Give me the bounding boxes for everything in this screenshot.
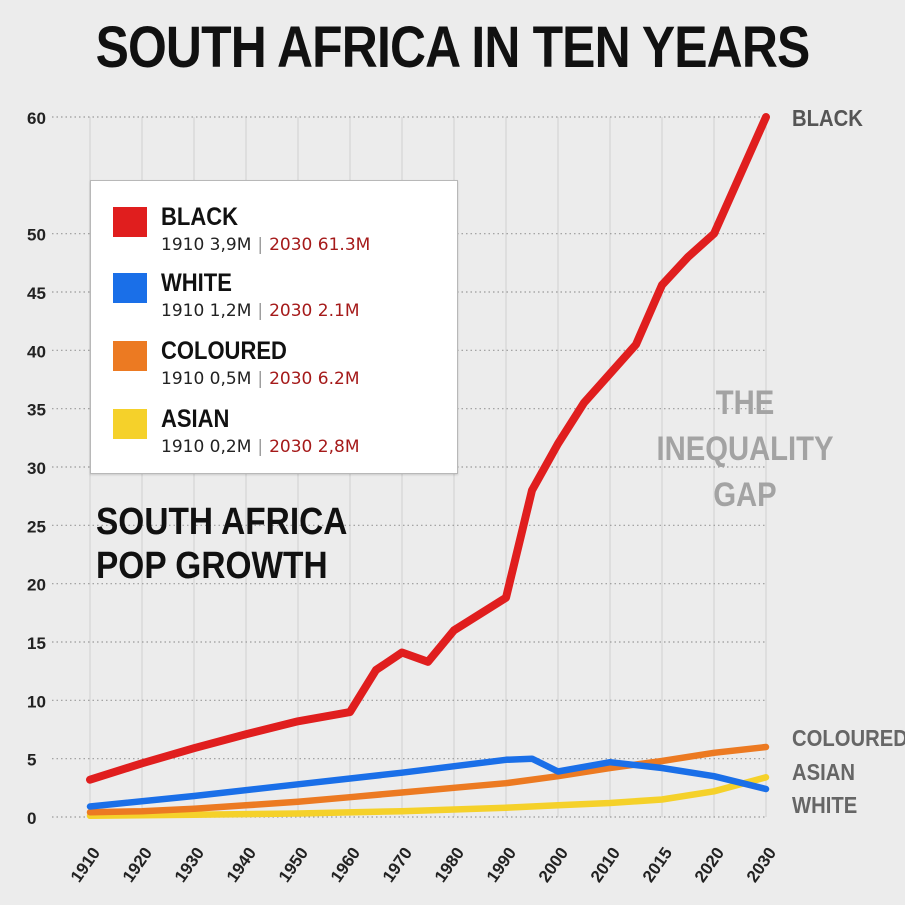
legend-swatch-black xyxy=(113,207,147,237)
annotation-line3: GAP xyxy=(713,476,777,514)
legend-swatch-white xyxy=(113,273,147,303)
x-tick-label: 2000 xyxy=(535,844,572,886)
x-tick-label: 1910 xyxy=(67,844,104,886)
annotation-line1: THE xyxy=(715,384,775,422)
y-tick-label: 40 xyxy=(27,342,46,361)
x-tick-label: 2010 xyxy=(587,844,624,886)
x-tick-label: 1940 xyxy=(223,844,260,886)
legend-2030-white: 2030 2.1M xyxy=(269,301,360,321)
y-tick-label: 10 xyxy=(27,692,46,711)
x-tick-label: 1930 xyxy=(171,844,208,886)
legend-1910-coloured: 1910 0,5M xyxy=(161,369,252,389)
legend-label-white: WHITE xyxy=(161,269,232,297)
legend-2030-asian: 2030 2,8M xyxy=(269,437,360,457)
end-label-asian: ASIAN xyxy=(792,759,855,785)
legend-values-black: 1910 3,9M | 2030 61.3M xyxy=(161,235,371,255)
y-tick-label: 60 xyxy=(27,109,46,128)
y-tick-label: 50 xyxy=(27,226,46,245)
x-tick-label: 1920 xyxy=(119,844,156,886)
end-label-coloured: COLOURED xyxy=(792,725,905,751)
annotation-line2: INEQUALITY xyxy=(656,430,834,468)
series-line-white xyxy=(86,755,770,810)
legend-values-coloured: 1910 0,5M | 2030 6.2M xyxy=(161,369,360,389)
end-label-black: BLACK xyxy=(792,105,863,131)
series-line-black xyxy=(86,113,770,784)
x-tick-label: 1950 xyxy=(275,844,312,886)
x-tick-label: 2030 xyxy=(743,844,780,886)
legend-label-asian: ASIAN xyxy=(161,405,230,433)
legend-label-black: BLACK xyxy=(161,203,238,231)
x-tick-label: 1990 xyxy=(483,844,520,886)
legend-label-coloured: COLOURED xyxy=(161,337,287,365)
y-tick-label: 20 xyxy=(27,576,46,595)
chart-subtitle-line2: POP GROWTH xyxy=(96,545,328,587)
end-label-white: WHITE xyxy=(792,792,858,818)
inequality-gap-annotation: THE INEQUALITY GAP xyxy=(655,380,836,518)
series-line-asian xyxy=(86,774,770,820)
legend-values-asian: 1910 0,2M | 2030 2,8M xyxy=(161,437,360,457)
y-tick-label: 5 xyxy=(27,751,36,770)
series-line-coloured xyxy=(86,743,770,816)
x-tick-label: 1970 xyxy=(379,844,416,886)
chart-legend: BLACK 1910 3,9M | 2030 61.3M WHITE 1910 1,… xyxy=(90,180,458,474)
legend-swatch-coloured xyxy=(113,341,147,371)
y-tick-label: 25 xyxy=(27,517,46,536)
x-tick-label: 1960 xyxy=(327,844,364,886)
x-tick-label: 2020 xyxy=(691,844,728,886)
x-tick-label: 1980 xyxy=(431,844,468,886)
x-tick-label: 2015 xyxy=(639,844,676,886)
y-tick-label: 30 xyxy=(27,459,46,478)
legend-2030-coloured: 2030 6.2M xyxy=(269,369,360,389)
legend-swatch-asian xyxy=(113,409,147,439)
y-tick-label: 45 xyxy=(27,284,46,303)
chart-subtitle-line1: SOUTH AFRICA xyxy=(96,501,348,543)
legend-1910-black: 1910 3,9M xyxy=(161,235,252,255)
y-tick-label: 15 xyxy=(27,634,46,653)
y-tick-label: 0 xyxy=(27,809,36,828)
chart-title: SOUTH AFRICA IN TEN YEARS xyxy=(95,15,811,80)
legend-2030-black: 2030 61.3M xyxy=(269,235,371,255)
legend-1910-white: 1910 1,2M xyxy=(161,301,252,321)
legend-1910-asian: 1910 0,2M xyxy=(161,437,252,457)
chart-subtitle: SOUTH AFRICA POP GROWTH xyxy=(96,500,347,588)
legend-values-white: 1910 1,2M | 2030 2.1M xyxy=(161,301,360,321)
y-tick-label: 35 xyxy=(27,401,46,420)
